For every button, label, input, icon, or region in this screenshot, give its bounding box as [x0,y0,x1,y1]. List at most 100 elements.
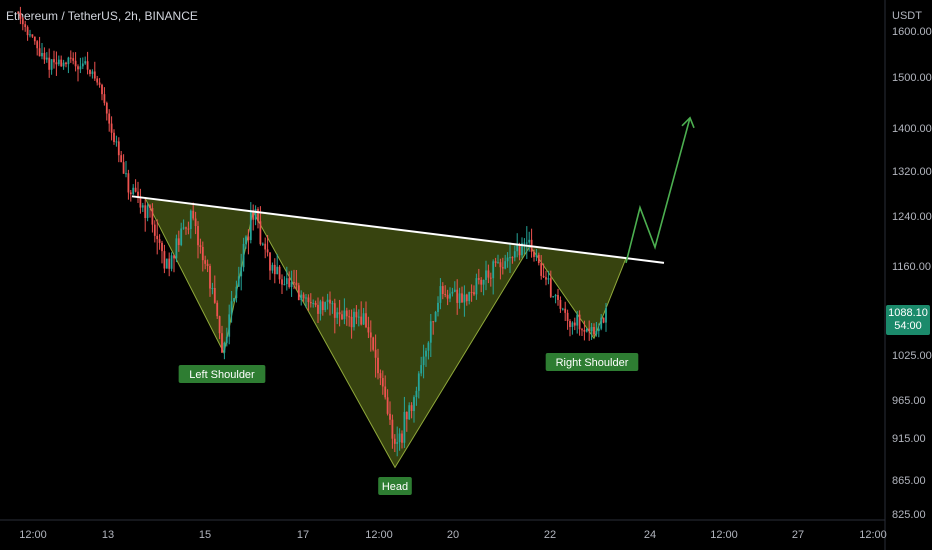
last-price-tag: 1088.10 54:00 [886,305,930,335]
candle-body [492,261,495,279]
right-shoulder-label: Right Shoulder [556,357,629,369]
price-tick-label: 1025.00 [892,350,932,362]
candle-body [396,442,399,444]
candle-body [439,286,442,303]
candle-body [561,308,564,310]
candle-body [297,285,300,301]
candle-body [105,102,108,114]
candle-body [29,34,31,36]
candle-body [257,209,259,222]
candle-body [497,262,499,264]
time-tick-label: 12:00 [365,529,393,541]
candle-body [566,312,569,322]
candle-body [77,66,79,70]
candle-body [446,294,449,299]
candle-body [542,275,545,278]
candle-body [84,61,87,64]
candle-body [326,299,329,303]
candle-body [146,205,149,219]
candle-body [518,244,521,256]
candle-body [463,294,466,303]
time-tick-label: 20 [447,529,459,541]
candle-body [549,278,552,297]
price-tick-label: 1500.00 [892,72,932,84]
candle-body [129,192,132,195]
candle-body [321,301,324,311]
candle-body [401,433,403,443]
candle-body [535,254,538,257]
projection-arrow-head [681,116,695,129]
candle-body [211,287,214,289]
candle-body [338,312,341,315]
candle-body [597,328,600,332]
candle-body [293,282,295,284]
candle-body [276,266,279,275]
candle-body [578,314,581,330]
candle-body [218,316,221,334]
candle-body [449,293,451,299]
candle-body [521,243,523,256]
candle-body [389,413,391,420]
candle-body [89,69,91,74]
time-tick-label: 13 [102,529,114,541]
candle-body [233,298,235,302]
candle-body [72,58,75,61]
time-tick-label: 12:00 [859,529,887,541]
time-tick-label: 15 [199,529,211,541]
candle-body [314,303,317,305]
candle-body [489,277,492,279]
candle-body [41,52,43,57]
candle-body [120,155,123,163]
candle-body [117,141,120,156]
bar-countdown: 54:00 [894,320,922,332]
candle-body [403,411,406,443]
candle-body [161,242,163,252]
price-tick-label: 915.00 [892,433,926,445]
candle-body [473,292,475,295]
price-tick-label: 825.00 [892,509,926,521]
symbol-title: Ethereum / TetherUS, 2h, BINANCE [6,9,198,23]
candle-body [132,187,135,195]
candle-body [93,71,96,79]
candle-body [50,59,53,70]
candle-body [209,265,211,289]
candle-body [182,227,185,229]
left-shoulder-label: Left Shoulder [189,369,255,381]
candle-body [329,299,331,304]
candle-body [81,63,84,67]
candle-body [225,336,228,343]
candle-body [557,295,559,300]
candle-body [278,266,281,280]
candle-body [391,419,394,439]
candle-body [199,245,202,247]
candle-body [269,252,271,271]
candle-body [290,282,293,287]
candle-body [36,41,39,49]
time-tick-label: 12:00 [710,529,738,541]
candle-body [456,289,459,303]
candle-body [341,314,343,320]
candle-body [281,279,283,285]
candle-body [180,228,183,245]
candle-body [516,244,519,252]
candle-body [590,327,593,332]
price-tick-label: 1600.00 [892,26,932,38]
candle-body [115,141,118,143]
candle-body [137,191,139,198]
candle-body [408,405,411,420]
candle-body [475,278,478,295]
candle-body [55,62,58,65]
candle-body [307,297,310,303]
price-tick-label: 1400.00 [892,123,932,135]
candle-body [158,239,161,243]
candle-body [216,302,219,317]
candle-body [312,303,315,305]
candle-body [101,84,103,95]
candle-body [511,257,514,259]
candle-body [86,61,89,70]
candle-body [374,349,377,358]
candle-body [151,208,154,225]
candle-body [65,62,67,65]
candle-body [91,71,94,74]
